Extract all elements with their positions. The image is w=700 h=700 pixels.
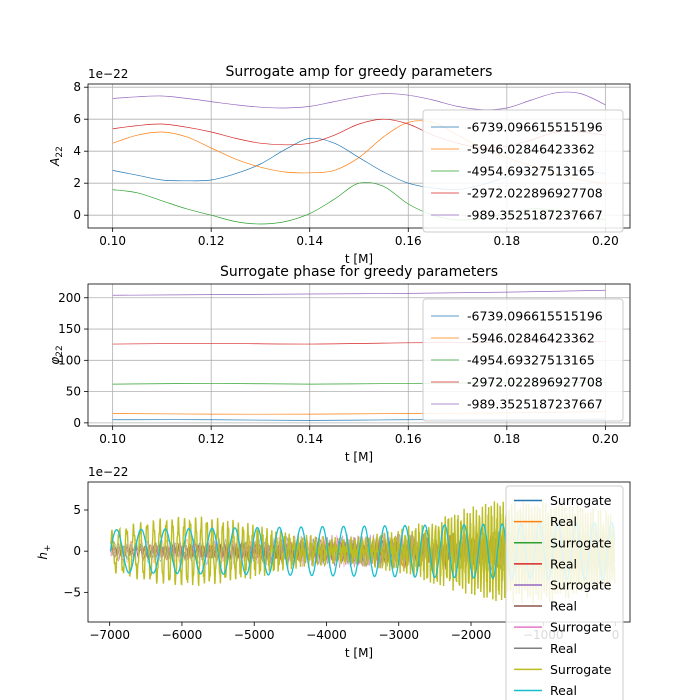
phase-chart-title: Surrogate phase for greedy parameters [220,264,498,280]
x-tick-label: 0.18 [493,432,520,446]
legend-label: -989.3525187237667 [467,208,603,223]
legend-label: -6739.096615515196 [467,309,603,324]
legend-label: -5946.02846423362 [467,331,595,346]
amp-y-axis-label-sub: 22 [55,146,65,157]
legend-label: -5946.02846423362 [467,142,595,157]
x-tick-label: −6000 [162,628,203,642]
amp-x-axis-label: t [M] [345,252,373,266]
x-tick-label: 0.12 [198,234,225,248]
amp-offset-text: 1e−22 [88,67,128,81]
legend-label: -4954.69327513165 [467,353,595,368]
legend-label: Surrogate [550,662,612,677]
strain-y-axis-label: h+ [36,544,53,559]
x-tick-label: −5000 [234,628,275,642]
y-tick-label: 150 [58,322,81,336]
x-tick-label: 0.20 [592,432,619,446]
amp-chart-title: Surrogate amp for greedy parameters [226,64,493,80]
legend-label: Real [550,514,577,529]
strain-y-axis-label-main: h [36,552,50,560]
legend-label: -6739.096615515196 [467,120,603,135]
phase-y-axis-label-main: φ [48,357,62,365]
x-tick-label: −4000 [306,628,347,642]
strain-legend: Surrogate Real Surrogate Real Surrogate Real S… [505,485,624,700]
legend-label: Surrogate [550,620,612,635]
phase-y-axis-label-sub: 22 [55,345,65,356]
strain-y-axis-label-sub: + [43,544,53,552]
y-tick-label: 100 [58,353,81,367]
amp-chart: 0.10 0.12 0.14 0.16 0.18 0.20 0 2 4 6 8 Surrogate … [48,64,631,266]
legend-label: -4954.69327513165 [467,164,595,179]
x-tick-label: 0.20 [592,234,619,248]
x-tick-label: 0.16 [395,234,422,248]
x-tick-label: 0.12 [198,432,225,446]
legend-label: -989.3525187237667 [467,397,603,412]
legend-box [505,485,624,700]
y-tick-label: 5 [73,503,81,517]
phase-x-axis-label: t [M] [345,450,373,464]
amp-y-axis-label-main: A [48,158,62,167]
strain-offset-text: 1e−22 [88,465,128,479]
x-tick-label: 0.14 [296,432,323,446]
x-tick-label: 0.10 [99,432,126,446]
series-line [112,91,606,111]
y-tick-label: 2 [73,176,81,190]
legend-label: Real [550,683,577,698]
x-tick-label: −7000 [89,628,130,642]
y-tick-label: 4 [73,144,81,158]
x-tick-label: −3000 [378,628,419,642]
y-tick-label: −5 [63,585,81,599]
y-tick-label: 0 [73,208,81,222]
legend-label: Real [550,556,577,571]
amp-legend: -6739.096615515196 -5946.02846423362 -4954… [422,109,624,233]
x-tick-label: 0.10 [99,234,126,248]
strain-chart: −7000−6000−5000−4000−3000−2000−10000−505… [36,465,631,700]
legend-label: -2972.022896927708 [467,186,603,201]
y-tick-label: 6 [73,112,81,126]
legend-label: -2972.022896927708 [467,375,603,390]
x-tick-label: 0.18 [493,234,520,248]
y-tick-label: 50 [66,385,81,399]
phase-plot-frame [87,283,631,427]
y-tick-label: 0 [73,544,81,558]
amp-plot-frame [87,83,631,229]
y-tick-label: 8 [73,80,81,94]
legend-label: Real [550,641,577,656]
strain-plot-frame [87,481,631,623]
y-tick-label: 200 [58,291,81,305]
phase-chart: 0.10 0.12 0.14 0.16 0.18 0.20 0 50 100 150 200 Sur… [48,264,631,464]
legend-box [422,298,624,422]
x-tick-label: 0.16 [395,432,422,446]
series-line [112,289,606,296]
amp-y-axis-label: A22 [48,146,65,167]
legend-label: Real [550,599,577,614]
phase-y-axis-label: φ22 [48,345,65,364]
y-tick-label: 0 [73,416,81,430]
legend-label: Surrogate [550,577,612,592]
x-tick-label: −2000 [451,628,492,642]
legend-label: Surrogate [550,535,612,550]
phase-legend: -6739.096615515196 -5946.02846423362 -4954… [422,298,624,422]
strain-x-axis-label: t [M] [345,646,373,660]
x-tick-label: 0.14 [296,234,323,248]
legend-box [422,109,624,233]
legend-label: Surrogate [550,493,612,508]
